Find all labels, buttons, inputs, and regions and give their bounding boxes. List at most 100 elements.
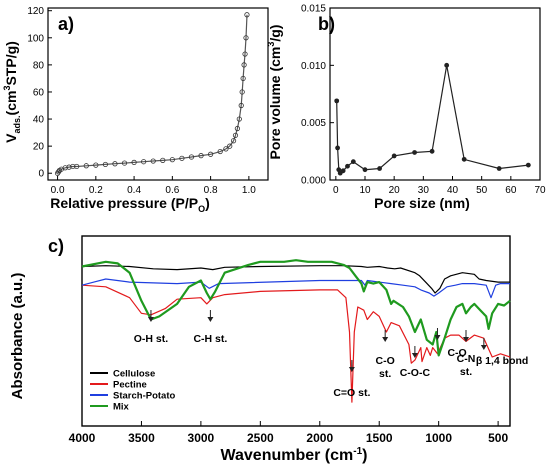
panel-a-data-point bbox=[74, 163, 80, 170]
panel-a-data-point bbox=[121, 160, 128, 166]
panel-b-data-point bbox=[350, 159, 356, 165]
panel-c-annotation-label: C=O st. bbox=[333, 387, 370, 399]
panel-c-annotation-label: O-H st. bbox=[134, 333, 169, 345]
panel-a-isotherm-chart: a) 0.0 0.2 0.4 0.6 0.8 1.0 0 20 40 60 80 100 120 Rel… bbox=[2, 6, 269, 214]
panel-b-data-point bbox=[461, 156, 467, 162]
panel-b-data-point bbox=[412, 150, 417, 155]
panel-a-data-point bbox=[169, 157, 175, 163]
panel-b-data-point bbox=[362, 167, 368, 173]
panel-c-annotation-label: β 1,4 bond bbox=[476, 355, 529, 367]
panel-b-ytick-label: 0.005 bbox=[301, 118, 326, 129]
panel-c-annotation-arrowhead bbox=[411, 353, 418, 358]
panel-a-data-point bbox=[244, 12, 250, 18]
panel-a-data-point bbox=[188, 154, 195, 160]
panel-a-data-point bbox=[242, 51, 248, 57]
panel-c-series-cellulose bbox=[81, 265, 510, 294]
panel-c-legend-label: Cellulose bbox=[113, 369, 155, 380]
panel-c-annotation-label: st. bbox=[460, 366, 472, 378]
panel-a-data-point bbox=[243, 35, 249, 41]
panel-b-ytick-label: 0.015 bbox=[301, 4, 326, 15]
panel-c-xtick-label: 3000 bbox=[188, 431, 215, 445]
panel-a-data-point bbox=[230, 138, 237, 144]
panel-b-label: b) bbox=[318, 14, 335, 34]
panel-a-data-point bbox=[198, 153, 204, 159]
panel-a-data-point bbox=[238, 102, 244, 109]
panel-a-ylabel: Vads.(cm3STP/g) bbox=[2, 41, 22, 143]
panel-a-xtick-label: 1.0 bbox=[242, 185, 256, 196]
panel-c-legend-label: Pectine bbox=[113, 380, 147, 391]
panel-c-annotation-arrowhead bbox=[480, 345, 487, 350]
panel-b-ytick-label: 0.010 bbox=[301, 61, 326, 72]
panel-a-isotherm-line bbox=[57, 14, 248, 174]
panel-a-data-point bbox=[217, 148, 223, 155]
panel-a-data-point bbox=[62, 165, 68, 171]
panel-a-data-point bbox=[102, 161, 108, 168]
panel-a-data-point bbox=[241, 62, 247, 68]
panel-a-data-point bbox=[227, 143, 233, 149]
panel-a-data-point bbox=[150, 158, 156, 164]
panel-c-annotation-arrowhead bbox=[463, 337, 470, 342]
panel-c-annotation-label: C-O bbox=[447, 347, 466, 359]
panel-a-data-point bbox=[70, 163, 76, 170]
panel-b-data-point bbox=[391, 153, 397, 159]
panel-a-ytick-label: 20 bbox=[33, 142, 45, 153]
panel-a-data-point bbox=[112, 161, 118, 167]
panel-a-ytick-label: 40 bbox=[33, 115, 45, 126]
panel-a-xtick-label: 0.8 bbox=[204, 185, 218, 196]
panel-a-data-point bbox=[179, 155, 185, 161]
panel-c-ftir-chart: c) 4000 3500 3000 2500 2000 1500 1000 500 O-H st… bbox=[9, 235, 529, 464]
panel-c-series-starch_potato bbox=[81, 278, 510, 299]
panel-c-annotation-label: C-O-C bbox=[400, 367, 431, 379]
panel-c-xtick-label: 2500 bbox=[247, 431, 274, 445]
panel-b-xtick-label: 70 bbox=[534, 185, 546, 196]
panel-a-data-point bbox=[83, 163, 89, 169]
panel-c-series-pectine bbox=[81, 284, 511, 403]
panel-b-xtick-label: 60 bbox=[505, 185, 517, 196]
panel-b-pore-line bbox=[336, 65, 529, 175]
panel-c-annotation-arrowhead bbox=[434, 335, 441, 340]
panel-c-annotation-arrowhead bbox=[207, 317, 214, 322]
panel-c-xtick-label: 4000 bbox=[69, 431, 96, 445]
panel-a-data-point bbox=[208, 151, 214, 157]
panel-a-data-point bbox=[223, 146, 229, 152]
panel-a-label: a) bbox=[58, 14, 74, 34]
panel-c-annotation-arrowhead bbox=[348, 367, 355, 372]
panel-a-ytick-label: 80 bbox=[33, 60, 45, 71]
panel-a-ytick-label: 60 bbox=[33, 87, 45, 98]
panel-b-ylabel: Pore volume (cm3/g) bbox=[266, 25, 283, 160]
panel-c-annotation-label: st. bbox=[379, 368, 391, 380]
panel-a-data-point bbox=[236, 116, 242, 122]
panel-a-data-point bbox=[55, 169, 62, 175]
panel-c-legend-label: Mix bbox=[113, 402, 130, 413]
panel-c-frame bbox=[81, 235, 511, 427]
panel-a-ytick-label: 0 bbox=[38, 169, 44, 180]
panel-c-plot-area: 4000 3500 3000 2500 2000 1500 1000 500 O-H st. C-… bbox=[69, 235, 529, 445]
panel-b-ytick-label: 0.000 bbox=[301, 176, 326, 187]
panel-c-series-mix bbox=[81, 259, 511, 357]
panel-a-xtick-label: 0.0 bbox=[51, 185, 65, 196]
panel-b-xtick-label: 10 bbox=[359, 185, 371, 196]
panel-a-data-point bbox=[234, 125, 240, 132]
panel-c-legend-label: Starch-Potato bbox=[113, 391, 175, 402]
panel-b-pore-chart: b) 0 10 20 30 40 50 60 70 0.000 0.005 0.010 0.015 P… bbox=[266, 4, 546, 212]
panel-a-data-point bbox=[232, 132, 239, 138]
panel-a-ytick-label: 100 bbox=[27, 33, 44, 44]
panel-a-data-point bbox=[131, 159, 137, 165]
panel-a-frame bbox=[47, 7, 269, 181]
panel-b-xlabel: Pore size (nm) bbox=[374, 195, 470, 211]
panel-b-xtick-label: 40 bbox=[447, 185, 459, 196]
panel-c-annotation-arrowhead bbox=[147, 317, 154, 322]
panel-b-plot-area: 0 10 20 30 40 50 60 70 0.000 0.005 0.010 0.015 bbox=[301, 4, 546, 197]
panel-c-annotation-label: C-N bbox=[457, 353, 476, 365]
panel-a-xtick-label: 0.2 bbox=[89, 185, 103, 196]
panel-c-annotation-label: C-O bbox=[376, 355, 395, 367]
panel-c-xtick-label: 1000 bbox=[425, 431, 452, 445]
panel-b-data-point bbox=[334, 98, 340, 104]
panel-c-xtick-label: 3500 bbox=[128, 431, 155, 445]
panel-b-data-point bbox=[496, 166, 502, 171]
panel-b-data-point bbox=[444, 62, 450, 68]
panel-b-data-point bbox=[335, 145, 340, 151]
panel-b-data-point bbox=[429, 148, 435, 154]
panel-a-data-point bbox=[239, 89, 245, 95]
